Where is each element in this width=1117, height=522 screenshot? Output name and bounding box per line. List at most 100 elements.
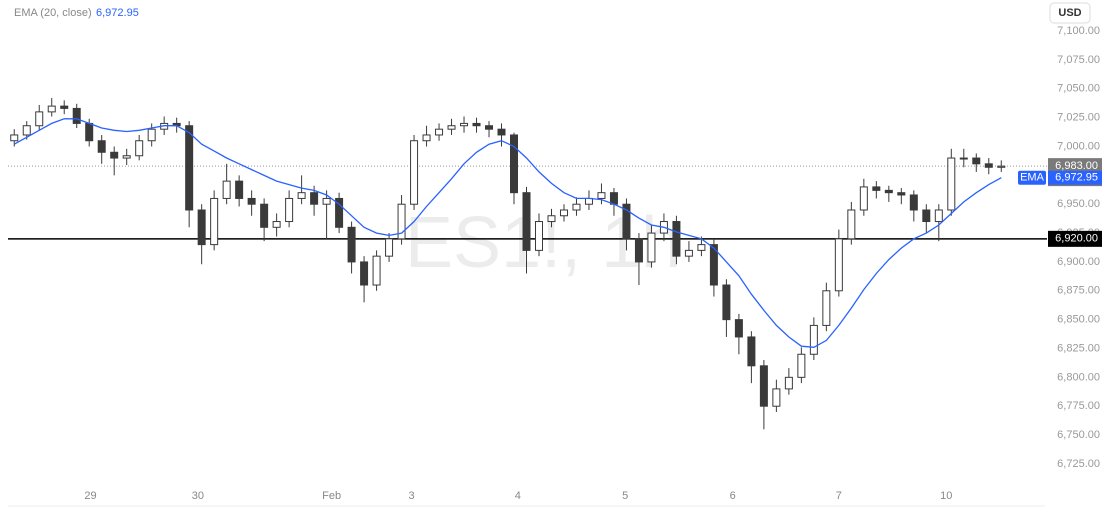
candle-body bbox=[260, 203, 269, 228]
candle-body bbox=[647, 232, 656, 263]
candle-body bbox=[485, 125, 494, 130]
candle-body bbox=[372, 255, 381, 286]
candle-body bbox=[847, 209, 856, 240]
candle-body bbox=[447, 125, 456, 130]
candle-body bbox=[385, 238, 394, 257]
candle-body bbox=[684, 249, 693, 257]
candle-body bbox=[110, 151, 119, 159]
candle-body bbox=[235, 180, 244, 199]
candle-body bbox=[322, 197, 331, 205]
x-tick-label: 6 bbox=[730, 490, 736, 502]
candle-body bbox=[222, 180, 231, 199]
candle-body bbox=[759, 365, 768, 407]
candle-body bbox=[559, 209, 568, 217]
ema-line bbox=[13, 118, 1002, 348]
ema-tag-name: EMA bbox=[1020, 172, 1045, 184]
candle-body bbox=[285, 197, 294, 223]
candle-body bbox=[247, 197, 256, 205]
y-tick-label: 6,900.00 bbox=[1057, 256, 1100, 268]
x-tick-label: 30 bbox=[192, 490, 204, 502]
candle-body bbox=[522, 192, 531, 251]
candle-body bbox=[547, 215, 556, 223]
price-line-label: 6,920.00 bbox=[1055, 233, 1098, 245]
candle-body bbox=[135, 140, 144, 157]
candle-body bbox=[797, 353, 806, 378]
candle-body bbox=[35, 111, 44, 127]
candle-body bbox=[947, 157, 956, 211]
x-tick-label: 7 bbox=[836, 490, 842, 502]
candle-body bbox=[997, 165, 1006, 168]
candle-body bbox=[410, 140, 419, 205]
candle-body bbox=[60, 105, 69, 109]
candle-body bbox=[297, 192, 306, 199]
y-tick-label: 7,100.00 bbox=[1057, 25, 1100, 37]
candle-body bbox=[972, 157, 981, 165]
candle-body bbox=[622, 203, 631, 240]
x-tick-label: 10 bbox=[940, 490, 952, 502]
candle-body bbox=[909, 194, 918, 211]
candle-body bbox=[197, 209, 206, 246]
candle-body bbox=[722, 284, 731, 321]
ema-tag-name-box bbox=[1018, 170, 1046, 185]
y-tick-label: 7,050.00 bbox=[1057, 83, 1100, 95]
x-tick-label: Feb bbox=[322, 490, 341, 502]
candle-body bbox=[872, 186, 881, 191]
candle-body bbox=[697, 244, 706, 251]
candle-body bbox=[122, 155, 131, 159]
candle-body bbox=[185, 125, 194, 211]
candle-body bbox=[634, 238, 643, 263]
candle-body bbox=[822, 290, 831, 326]
ema-tag bbox=[1048, 170, 1102, 185]
price-line-tag bbox=[1048, 230, 1102, 247]
y-tick-label: 6,950.00 bbox=[1057, 198, 1100, 210]
y-tick-label: 6,750.00 bbox=[1057, 429, 1100, 441]
candle-body bbox=[534, 221, 543, 251]
candle-body bbox=[147, 128, 156, 142]
candle-body bbox=[984, 163, 993, 168]
candle-body bbox=[572, 203, 581, 211]
legend-label: EMA (20, close) bbox=[14, 7, 92, 19]
candle-body bbox=[497, 128, 506, 136]
candle-body bbox=[747, 336, 756, 367]
candle-body bbox=[472, 122, 481, 127]
legend-value: 6,972.95 bbox=[96, 7, 139, 19]
candle-body bbox=[959, 157, 968, 160]
candle-body bbox=[210, 197, 219, 246]
y-tick-label: 6,775.00 bbox=[1057, 400, 1100, 412]
candle-body bbox=[335, 197, 344, 228]
candle-body bbox=[97, 140, 106, 153]
candle-body bbox=[360, 261, 369, 286]
candle-body bbox=[397, 203, 406, 240]
candle-body bbox=[709, 244, 718, 286]
candle-body bbox=[934, 209, 943, 223]
candle-body bbox=[272, 221, 281, 228]
candle-body bbox=[22, 125, 31, 136]
currency-button[interactable] bbox=[1049, 2, 1091, 24]
candle-body bbox=[10, 134, 19, 142]
y-tick-label: 6,850.00 bbox=[1057, 314, 1100, 326]
candle-body bbox=[310, 192, 319, 205]
candle-body bbox=[347, 226, 356, 263]
x-tick-label: 29 bbox=[84, 490, 96, 502]
candle-body bbox=[510, 134, 519, 194]
candle-body bbox=[809, 324, 818, 355]
candle-body bbox=[672, 221, 681, 257]
candle-body bbox=[435, 128, 444, 136]
last-price-label: 6,983.00 bbox=[1055, 160, 1098, 172]
candle-body bbox=[884, 189, 893, 194]
candle-body bbox=[784, 376, 793, 390]
y-tick-label: 6,725.00 bbox=[1057, 458, 1100, 470]
y-tick-label: 7,025.00 bbox=[1057, 112, 1100, 124]
candle-body bbox=[47, 105, 56, 113]
candle-body bbox=[597, 192, 606, 199]
candle-body bbox=[72, 107, 81, 124]
candle-body bbox=[734, 319, 743, 338]
x-tick-label: 4 bbox=[515, 490, 521, 502]
candle-body bbox=[834, 238, 843, 292]
candle-body bbox=[85, 122, 94, 142]
x-tick-label: 3 bbox=[408, 490, 414, 502]
y-tick-label: 7,000.00 bbox=[1057, 140, 1100, 152]
currency[interactable]: USD bbox=[1058, 7, 1081, 19]
